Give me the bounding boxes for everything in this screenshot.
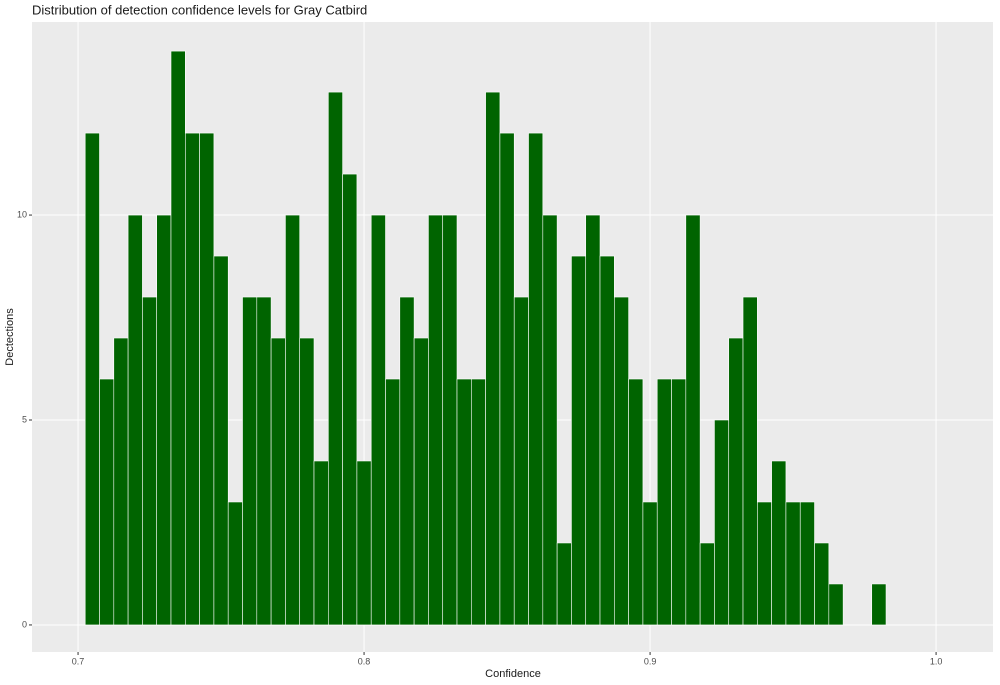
bar <box>485 91 501 626</box>
bar <box>771 460 787 626</box>
bar <box>499 132 515 626</box>
bar <box>142 296 158 626</box>
bar <box>199 132 215 626</box>
bar <box>185 132 200 626</box>
bar <box>871 583 887 626</box>
bar <box>642 501 658 626</box>
bar <box>342 173 358 626</box>
y-tick-label: 10 <box>17 209 27 219</box>
bar <box>328 91 343 626</box>
bar <box>599 255 615 626</box>
bar <box>513 296 529 626</box>
x-tick-label: 0.8 <box>358 656 371 666</box>
bar <box>742 296 758 626</box>
bar <box>442 214 458 626</box>
bar <box>714 419 730 626</box>
bar <box>671 378 687 626</box>
x-axis-title: Confidence <box>485 668 541 680</box>
bar <box>656 378 672 626</box>
y-axis-title: Dectections <box>4 308 16 366</box>
bar <box>456 378 472 626</box>
bar <box>556 542 572 626</box>
bar <box>699 542 715 626</box>
bar <box>113 337 129 626</box>
bar <box>170 50 186 626</box>
bar <box>571 255 587 626</box>
bar <box>213 255 229 626</box>
bar <box>227 501 243 626</box>
chart-title: Distribution of detection confidence lev… <box>32 2 367 17</box>
x-tick-label: 0.7 <box>72 656 85 666</box>
bar <box>528 132 544 626</box>
bar <box>757 501 772 626</box>
bar <box>585 214 601 626</box>
bar <box>313 460 329 626</box>
bar <box>471 378 486 626</box>
bar <box>413 337 429 626</box>
bar <box>127 214 143 626</box>
bar <box>370 214 386 626</box>
bar <box>785 501 801 626</box>
bar <box>385 378 401 626</box>
bar <box>828 583 844 626</box>
bar <box>285 214 301 626</box>
bar <box>728 337 744 626</box>
bar <box>542 214 558 626</box>
bar <box>99 378 115 626</box>
bar <box>799 501 815 626</box>
bar <box>356 460 372 626</box>
x-tick-label: 0.9 <box>644 656 657 666</box>
bar <box>614 296 629 626</box>
bar <box>628 378 644 626</box>
bar <box>156 214 172 626</box>
y-tick-label: 5 <box>22 414 27 424</box>
x-tick-label: 1.0 <box>930 656 943 666</box>
y-tick-label: 0 <box>22 619 27 629</box>
bar <box>685 214 701 626</box>
bar <box>299 337 315 626</box>
bar <box>428 214 444 626</box>
bar <box>242 296 258 626</box>
bar <box>399 296 415 626</box>
bar <box>84 132 100 626</box>
bar <box>814 542 830 626</box>
bar <box>270 337 286 626</box>
bar <box>256 296 272 626</box>
